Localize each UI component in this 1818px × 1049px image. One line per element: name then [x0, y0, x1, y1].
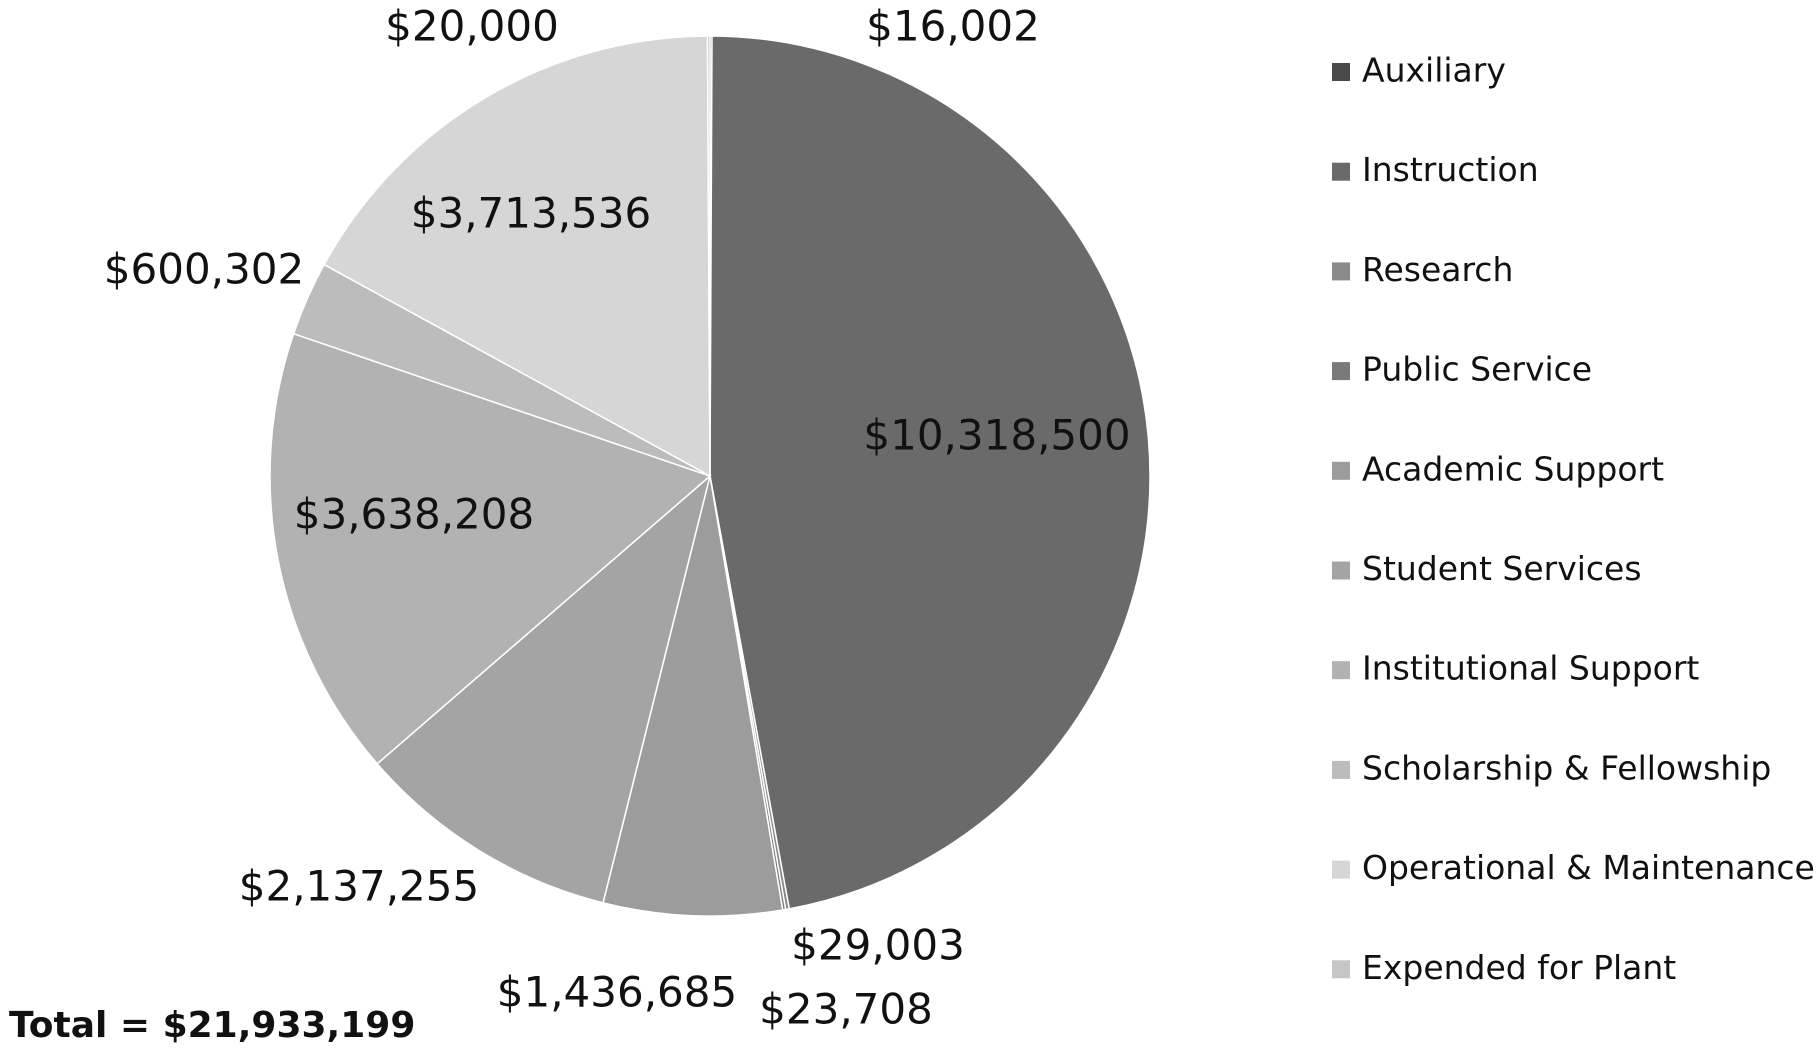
value-label: $29,003	[791, 921, 965, 970]
legend-label: Scholarship & Fellowship	[1362, 748, 1771, 787]
legend-label: Institutional Support	[1362, 649, 1699, 688]
legend: Auxiliary Instruction Research Public Servi…	[1332, 51, 1815, 987]
legend-label: Research	[1362, 250, 1513, 289]
pie-slice	[269, 332, 712, 765]
value-label: $1,436,685	[497, 968, 737, 1017]
value-label: $2,137,255	[239, 862, 479, 911]
legend-label: Expended for Plant	[1362, 948, 1676, 987]
pie-slice	[706, 35, 711, 477]
legend-swatch	[1332, 860, 1350, 879]
value-label: $16,002	[866, 2, 1040, 51]
legend-label: Auxiliary	[1362, 51, 1506, 90]
legend-label: Public Service	[1362, 350, 1592, 389]
pie-slice	[602, 475, 784, 917]
legend-swatch	[1332, 262, 1350, 281]
pie-slice	[376, 473, 712, 904]
legend-swatch	[1332, 461, 1350, 480]
total-label: Total = $21,933,199	[9, 1005, 415, 1046]
value-label: $23,708	[759, 985, 933, 1034]
legend-swatch	[1332, 362, 1350, 381]
pie-slice	[323, 35, 711, 478]
legend-swatch	[1332, 162, 1350, 181]
value-labels: $16,002 $10,318,500 $29,003 $23,708 $1,436,6…	[104, 2, 1131, 1034]
value-label: $10,318,500	[863, 411, 1130, 460]
legend-label: Student Services	[1362, 549, 1642, 588]
legend-label: Academic Support	[1362, 449, 1664, 488]
value-label: $3,713,536	[411, 189, 651, 238]
legend-swatch	[1332, 760, 1350, 779]
pie	[269, 35, 1151, 917]
legend-label: Operational & Maintenance	[1362, 848, 1815, 887]
legend-swatch	[1332, 561, 1350, 580]
legend-label: Instruction	[1362, 150, 1539, 189]
pie-slice	[709, 35, 1151, 910]
legend-swatch	[1332, 661, 1350, 680]
value-label: $3,638,208	[294, 490, 534, 539]
value-label: $20,000	[385, 2, 559, 51]
legend-swatch	[1332, 960, 1350, 979]
value-label: $600,302	[104, 245, 304, 294]
legend-swatch	[1332, 63, 1350, 81]
